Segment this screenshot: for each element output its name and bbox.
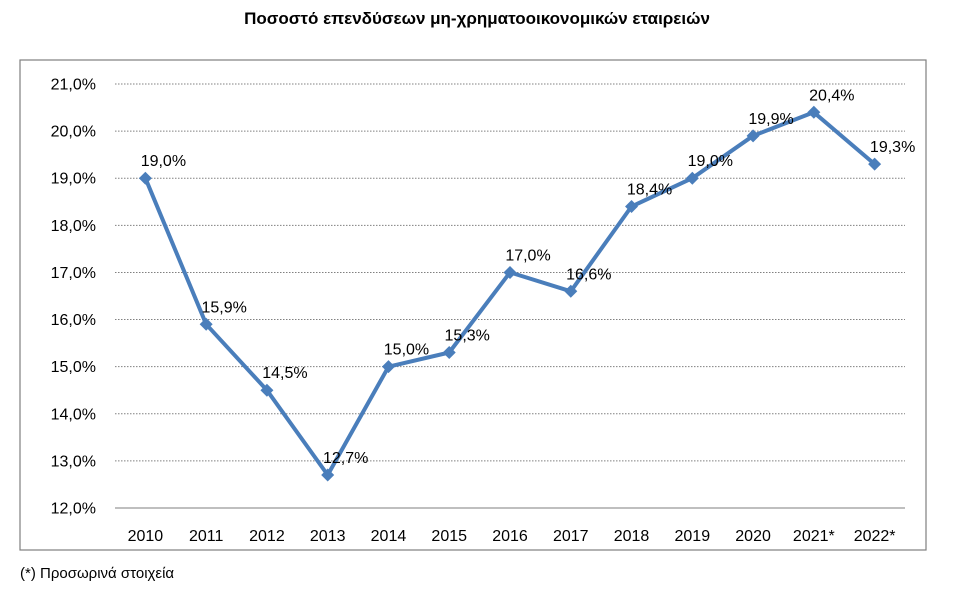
data-label: 15,9% xyxy=(201,299,246,316)
x-tick-label: 2017 xyxy=(553,528,589,545)
data-label: 15,3% xyxy=(445,328,490,345)
y-axis-ticks: 12,0% 13,0% 14,0% 15,0% 16,0% 17,0% 18,0% 19,0%… xyxy=(51,77,96,518)
x-tick-label: 2019 xyxy=(675,528,711,545)
data-point-marker xyxy=(625,199,639,213)
x-tick-label: 2013 xyxy=(310,528,346,545)
x-tick-label: 2014 xyxy=(371,528,407,545)
y-tick-label: 12,0% xyxy=(51,501,96,518)
x-tick-label: 2016 xyxy=(492,528,528,545)
y-tick-label: 19,0% xyxy=(51,171,96,188)
data-point-marker xyxy=(321,468,335,482)
data-point-marker xyxy=(807,105,821,119)
data-point-marker xyxy=(503,265,517,279)
data-label: 12,7% xyxy=(323,450,368,467)
x-tick-label: 2012 xyxy=(249,528,285,545)
x-tick-label: 2018 xyxy=(614,528,650,545)
y-tick-label: 14,0% xyxy=(51,406,96,423)
data-point-marker xyxy=(260,383,274,397)
data-label: 14,5% xyxy=(262,365,307,382)
data-label: 20,4% xyxy=(809,87,854,104)
chart-title: Ποσοστό επενδύσεων μη-χρηματοοικονομικών… xyxy=(244,9,710,28)
data-point-marker xyxy=(442,346,456,360)
data-point-marker xyxy=(685,171,699,185)
data-label: 15,0% xyxy=(384,342,429,359)
data-point-marker xyxy=(868,157,882,171)
series-line xyxy=(143,110,876,477)
plot-area-border xyxy=(19,59,927,551)
data-label: 19,9% xyxy=(748,111,793,128)
data-point-marker xyxy=(564,284,578,298)
data-label: 18,4% xyxy=(627,181,672,198)
data-label: 16,6% xyxy=(566,266,611,283)
data-labels: 19,0% 15,9% 14,5% 12,7% 15,0% 15,3% 17,0% 16,6%… xyxy=(141,87,916,467)
y-tick-label: 13,0% xyxy=(51,453,96,470)
x-tick-label: 2022* xyxy=(854,528,896,545)
footnote: (*) Προσωρινά στοιχεία xyxy=(20,565,175,582)
x-tick-label: 2011 xyxy=(189,528,224,545)
x-tick-label: 2020 xyxy=(735,528,771,545)
data-label: 19,0% xyxy=(688,153,733,170)
data-label: 19,0% xyxy=(141,153,186,170)
y-tick-label: 17,0% xyxy=(51,265,96,282)
x-axis-ticks: 2010 2011 2012 2013 2014 2015 2016 2017 2018 2019… xyxy=(128,528,896,545)
series-line-path xyxy=(143,110,876,477)
data-point-marker xyxy=(381,360,395,374)
data-point-marker xyxy=(746,129,760,143)
x-tick-label: 2021* xyxy=(793,528,835,545)
data-point-marker xyxy=(138,171,152,185)
gridlines xyxy=(115,83,905,509)
y-tick-label: 20,0% xyxy=(51,124,96,141)
data-point-marker xyxy=(199,317,213,331)
x-tick-label: 2010 xyxy=(128,528,164,545)
series-markers xyxy=(138,105,882,482)
y-tick-label: 15,0% xyxy=(51,359,96,376)
x-tick-label: 2015 xyxy=(431,528,467,545)
y-tick-label: 16,0% xyxy=(51,312,96,329)
data-label: 19,3% xyxy=(870,139,915,156)
y-tick-label: 18,0% xyxy=(51,218,96,235)
data-label: 17,0% xyxy=(505,247,550,264)
y-tick-label: 21,0% xyxy=(51,77,96,94)
